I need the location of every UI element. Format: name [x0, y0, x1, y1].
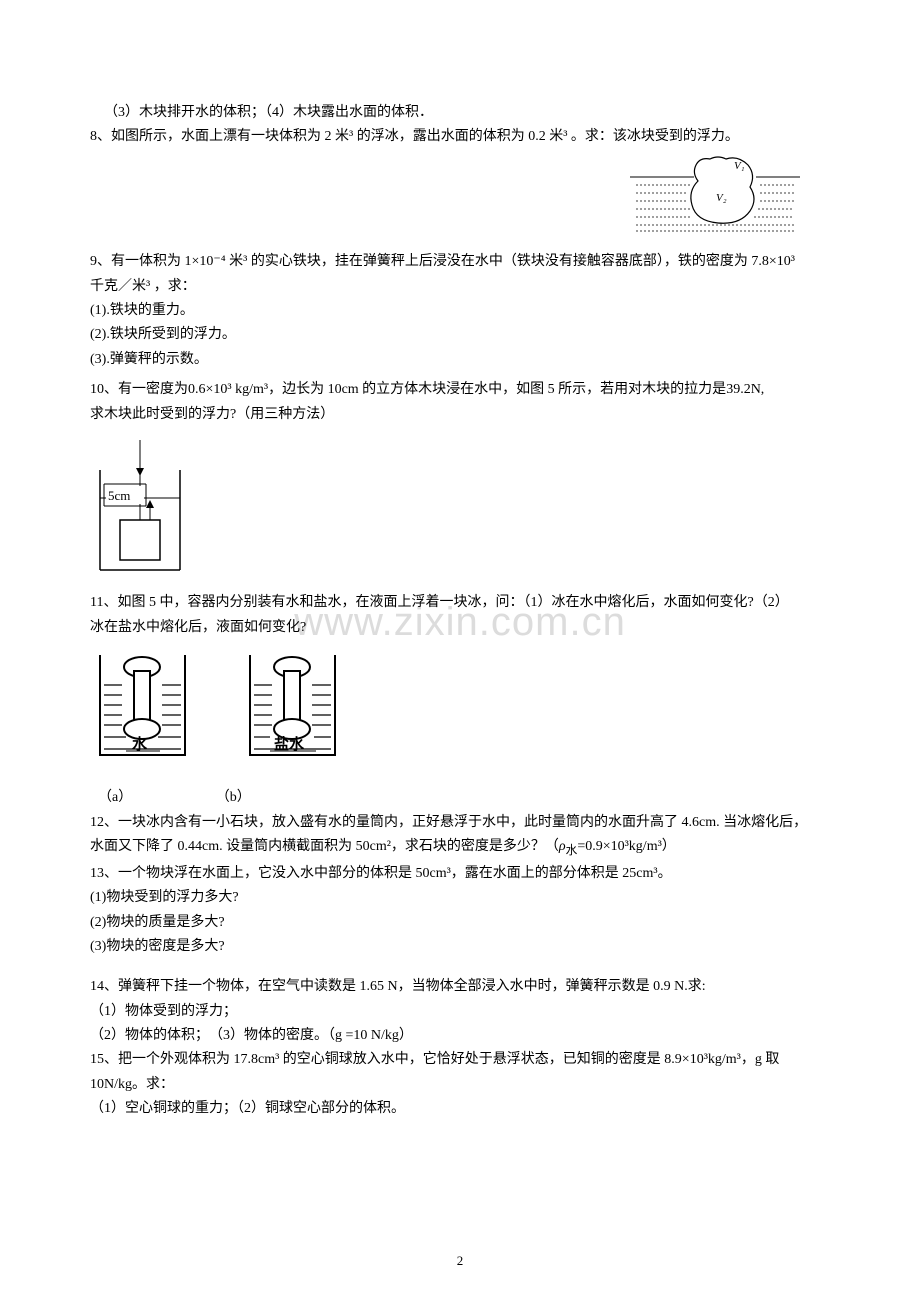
q12-b: 水面又下降了 0.44cm. 设量筒内横截面积为 50cm²，求石块的密度是多少… — [90, 836, 830, 860]
fig-ab-labels: （a） （b） — [90, 787, 830, 809]
q10-line2: 求木块此时受到的浮力?（用三种方法） — [90, 404, 830, 426]
q14-p2: （2）物体的体积； （3）物体的密度。（g =10 N/kg） — [90, 1025, 830, 1047]
svg-text:5cm: 5cm — [108, 488, 130, 503]
svg-text:水: 水 — [132, 735, 148, 753]
q9-p1: (1).铁块的重力。 — [90, 300, 830, 322]
q11-b: 冰在盐水中熔化后，液面如何变化? — [90, 617, 830, 639]
figure-block-pull: 5cm — [90, 440, 830, 588]
q7-part3-4: （3）木块排开水的体积；（4）木块露出水面的体积． — [90, 102, 830, 124]
figure-floating-ice: V₁ V₂ — [630, 151, 800, 249]
q8-text: 8、如图所示，水面上漂有一块体积为 2 米³ 的浮冰，露出水面的体积为 0.2 … — [90, 126, 830, 148]
q13-p3: (3)物块的密度是多大? — [90, 936, 830, 958]
svg-text:V₁: V₁ — [734, 160, 745, 172]
q14-a: 14、弹簧秤下挂一个物体，在空气中读数是 1.65 N，当物体全部浸入水中时，弹… — [90, 976, 830, 998]
q13-a: 13、一个物块浮在水面上，它没入水中部分的体积是 50cm³，露在水面上的部分体… — [90, 863, 830, 885]
q15-a: 15、把一个外观体积为 17.8cm³ 的空心铜球放入水中，它恰好处于悬浮状态，… — [90, 1049, 830, 1071]
q14-p1: （1）物体受到的浮力； — [90, 1001, 830, 1023]
page-number: 2 — [457, 1251, 464, 1272]
q9-intro-b: 千克／米³ ，求： — [90, 276, 830, 298]
svg-text:V₂: V₂ — [716, 192, 727, 204]
q9-p2: (2).铁块所受到的浮力。 — [90, 324, 830, 346]
document-content: （3）木块排开水的体积；（4）木块露出水面的体积． 8、如图所示，水面上漂有一块… — [90, 102, 830, 1121]
q13-p1: (1)物块受到的浮力多大? — [90, 887, 830, 909]
q9-intro-a: 9、有一体积为 1×10⁻⁴ 米³ 的实心铁块，挂在弹簧秤上后浸没在水中（铁块没… — [90, 251, 830, 273]
q12-a: 12、一块冰内含有一小石块，放入盛有水的量筒内，正好悬浮于水中，此时量筒内的水面… — [90, 812, 830, 834]
q10-line1: 10、有一密度为0.6×10³ kg/m³，边长为 10cm 的立方体木块浸在水… — [90, 379, 830, 401]
svg-text:盐水: 盐水 — [274, 735, 305, 753]
q15-b: 10N/kg。求： — [90, 1074, 830, 1096]
q15-p1: （1）空心铜球的重力；（2）铜球空心部分的体积。 — [90, 1098, 830, 1120]
q11-a: 11、如图 5 中，容器内分别装有水和盐水，在液面上浮着一块冰，问：（1）冰在水… — [90, 592, 830, 614]
q9-p3: (3).弹簧秤的示数。 — [90, 349, 830, 371]
q13-p2: (2)物块的质量是多大? — [90, 912, 830, 934]
figure-two-beakers: 水 — [90, 645, 830, 783]
